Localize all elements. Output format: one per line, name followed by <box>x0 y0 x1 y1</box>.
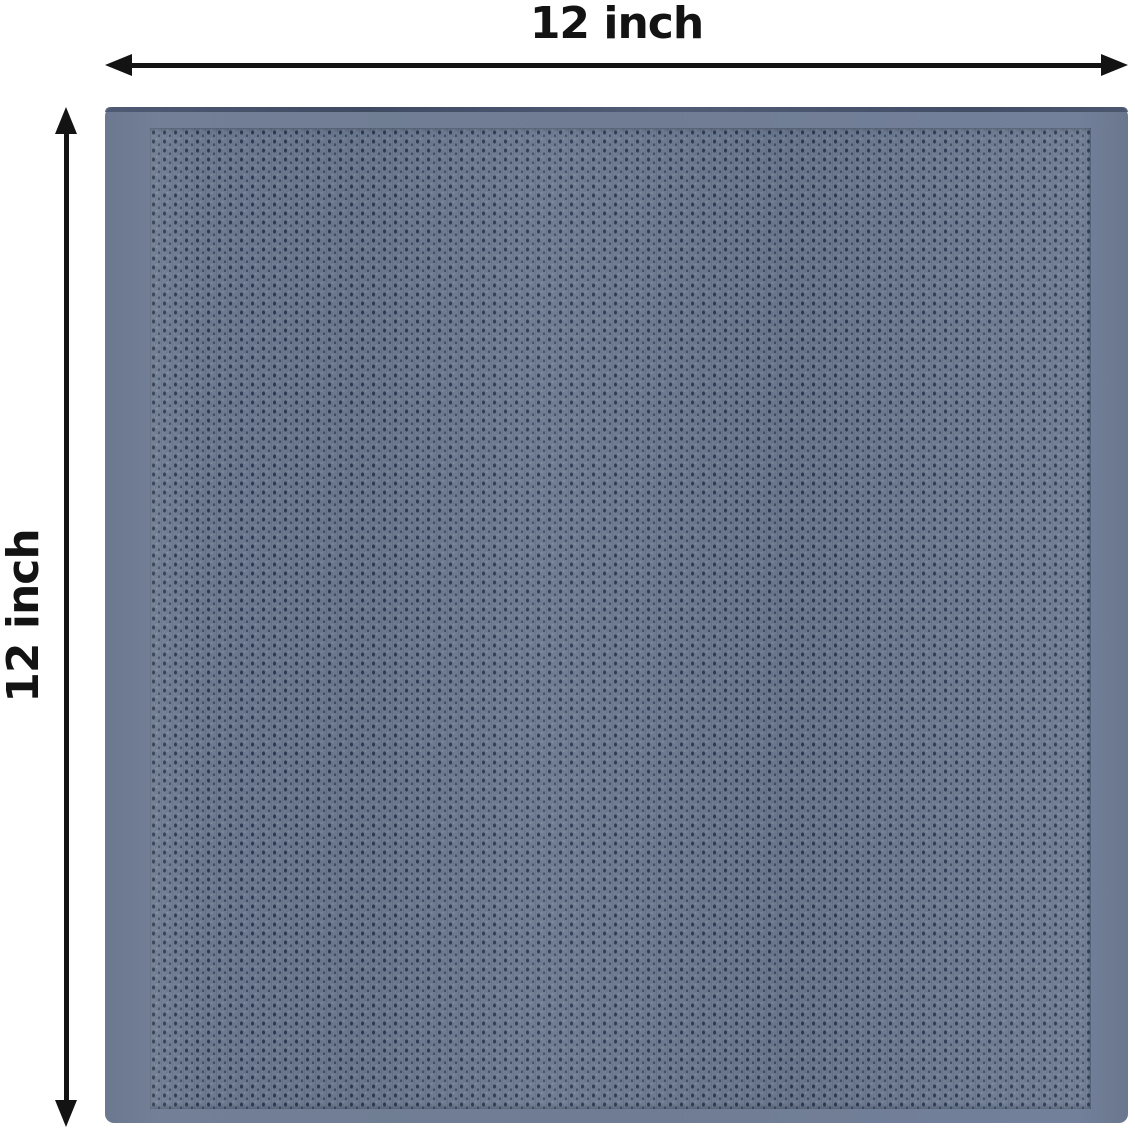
height-arrow-shaft <box>63 131 69 1103</box>
arrowhead-left-icon <box>105 54 132 76</box>
height-dimension-arrow <box>55 107 77 1127</box>
towel-waffle-texture <box>150 128 1091 1109</box>
arrowhead-down-icon <box>55 1100 77 1127</box>
towel-top-hem <box>105 107 1128 112</box>
arrowhead-right-icon <box>1101 54 1128 76</box>
towel-image <box>105 107 1128 1123</box>
width-dimension-label: 12 inch <box>529 0 704 49</box>
width-dimension-arrow <box>105 54 1128 76</box>
height-dimension-label: 12 inch <box>0 529 49 703</box>
width-arrow-shaft <box>129 62 1104 68</box>
arrowhead-up-icon <box>55 107 77 134</box>
